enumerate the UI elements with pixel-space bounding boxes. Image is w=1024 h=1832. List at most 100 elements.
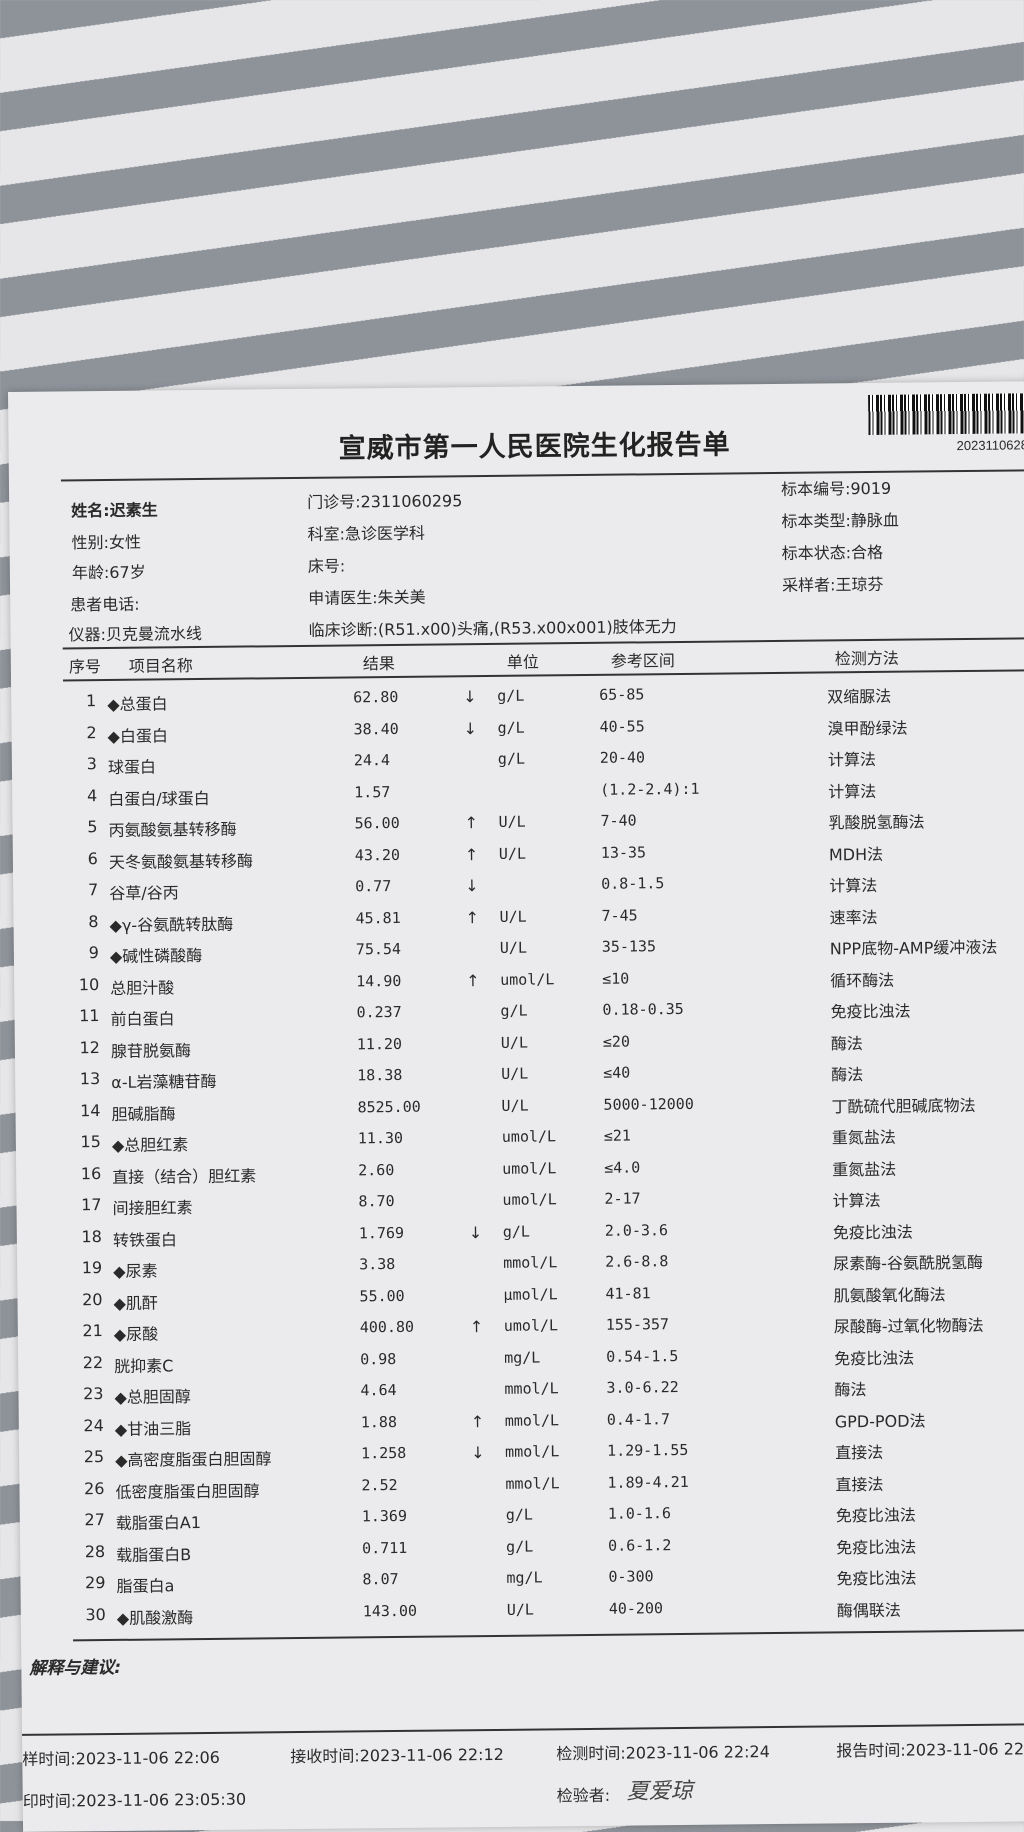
clinical-diagnosis: 临床诊断:(R51.x00)头痛,(R53.x00x001)肢体无力 [308,617,677,640]
row-result: 0.77 [355,877,392,896]
row-item-name: 转铁蛋白 [112,1229,177,1250]
row-seq: 14 [80,1100,101,1120]
row-result: 8.07 [362,1569,399,1589]
row-unit: μmol/L [503,1284,558,1304]
row-method: 直接法 [835,1474,884,1494]
row-result: 24.4 [353,751,391,770]
results-table: 1 ◆总蛋白 62.80 ↓ g/L 65-85 双缩脲法 2 ◆白蛋白 38.40 ↓ g/L 40-… [8,381,1024,1627]
row-item-name: ◆肌酸激酶 [116,1607,194,1628]
row-method: 免疫比浊法 [835,1505,916,1526]
row-reference-range: 7-45 [601,905,638,925]
row-item-name: 脂蛋白a [116,1576,175,1596]
row-item-name: 直接（结合）胆红素 [112,1165,257,1187]
row-reference-range: 0-300 [608,1567,654,1586]
row-result: 62.80 [353,687,399,707]
row-result: 1.258 [361,1443,407,1463]
header-unit: 单位 [506,652,539,672]
row-flag: ↓ [465,876,479,896]
row-flag: ↑ [470,1411,485,1431]
row-reference-range: 1.0-1.6 [607,1504,672,1523]
row-seq: 28 [84,1541,106,1561]
row-reference-range: ≤10 [602,969,630,988]
row-method: 溴甲酚绿法 [827,718,908,738]
row-method: 循环酶法 [830,970,895,990]
row-reference-range: ≤21 [603,1126,632,1145]
row-unit: umol/L [500,969,555,989]
row-result: 55.00 [359,1286,405,1305]
row-seq: 2 [86,722,97,742]
row-item-name: ◆白蛋白 [107,725,169,746]
inspector-signature: 夏爱琼 [626,1778,693,1805]
row-result: 8.70 [358,1191,395,1211]
row-method: 尿酸酶-过氧化物酶法 [833,1315,984,1337]
row-result: 4.64 [360,1380,397,1400]
row-reference-range: 2.0-3.6 [604,1220,669,1240]
row-reference-range: 13-35 [600,842,647,862]
row-result: 11.20 [356,1034,403,1053]
row-reference-range: ≤20 [602,1032,631,1051]
row-method: 丁酰硫代胆碱底物法 [831,1095,976,1116]
row-method: 计算法 [827,749,877,770]
row-result: 1.57 [354,782,391,801]
row-item-name: 天冬氨酸氨基转移酶 [108,850,254,872]
row-unit: umol/L [502,1158,557,1178]
row-result: 1.769 [358,1223,405,1242]
row-unit: g/L [505,1505,533,1524]
row-reference-range: 1.89-4.21 [607,1472,689,1492]
row-result: 143.00 [362,1601,418,1620]
row-item-name: ◆总蛋白 [107,694,168,714]
row-method: 乳酸脱氢酶法 [828,812,925,833]
row-item-name: 丙氨酸氨基转移酶 [108,819,237,840]
row-result: 2.52 [361,1475,398,1494]
row-item-name: 腺苷脱氨酶 [110,1040,192,1061]
row-seq: 5 [87,817,98,837]
row-seq: 3 [86,754,97,774]
print-time: 印时间:2023-11-06 23:05:30 [22,1789,247,1811]
row-result: 11.30 [357,1128,404,1148]
instrument: 仪器:贝克曼流水线 [68,623,203,645]
row-method: 酶偶联法 [836,1600,901,1620]
row-item-name: ◆尿素 [113,1261,158,1281]
header-result: 结果 [362,653,395,674]
row-seq: 23 [83,1384,104,1404]
row-result: 400.80 [359,1317,415,1337]
row-item-name: ◆尿酸 [113,1324,159,1344]
row-method: 计算法 [828,781,877,801]
lab-report-sheet: 宣威市第一人民医院生化报告单 202311062800 姓名:迟素生 性别:女性… [8,381,1024,1832]
row-item-name: 载脂蛋白A1 [115,1513,202,1533]
header-ref: 参考区间 [610,651,675,671]
row-item-name: ◆γ-谷氨酰转肽酶 [109,914,234,935]
row-seq: 4 [86,785,98,805]
row-reference-range: 0.8-1.5 [601,874,665,893]
row-result: 0.711 [362,1538,408,1557]
row-result: 38.40 [353,719,399,738]
row-result: 1.369 [361,1506,408,1526]
row-unit: umol/L [501,1127,557,1146]
row-seq: 21 [82,1321,103,1341]
row-seq: 26 [84,1478,105,1498]
patient-age: 年龄:67岁 [71,562,146,583]
row-seq: 30 [85,1604,106,1624]
row-reference-range: (1.2-2.4):1 [600,779,700,799]
row-reference-range: 0.54-1.5 [606,1346,679,1366]
barcode-number: 202311062800 [956,437,1024,454]
row-result: 75.54 [355,939,402,959]
row-item-name: 总胆汁酸 [110,977,175,998]
report-title: 宣威市第一人民医院生化报告单 [338,429,731,465]
row-result: 3.38 [359,1254,396,1274]
row-unit: mmol/L [505,1442,560,1461]
inspector-label: 检验者: [556,1785,611,1806]
row-unit: U/L [499,938,528,957]
row-unit: g/L [497,718,525,737]
row-method: 酶法 [834,1380,867,1400]
row-seq: 12 [79,1037,100,1057]
row-unit: U/L [500,1033,529,1052]
row-method: 免疫比浊法 [830,1001,911,1022]
row-unit: mg/L [504,1347,541,1367]
row-seq: 7 [87,880,99,900]
row-flag: ↑ [469,1317,484,1337]
row-result: 14.90 [356,971,402,990]
row-seq: 19 [81,1258,103,1278]
row-flag: ↑ [466,970,480,990]
row-item-name: α-L岩藻糖苷酶 [111,1071,217,1092]
